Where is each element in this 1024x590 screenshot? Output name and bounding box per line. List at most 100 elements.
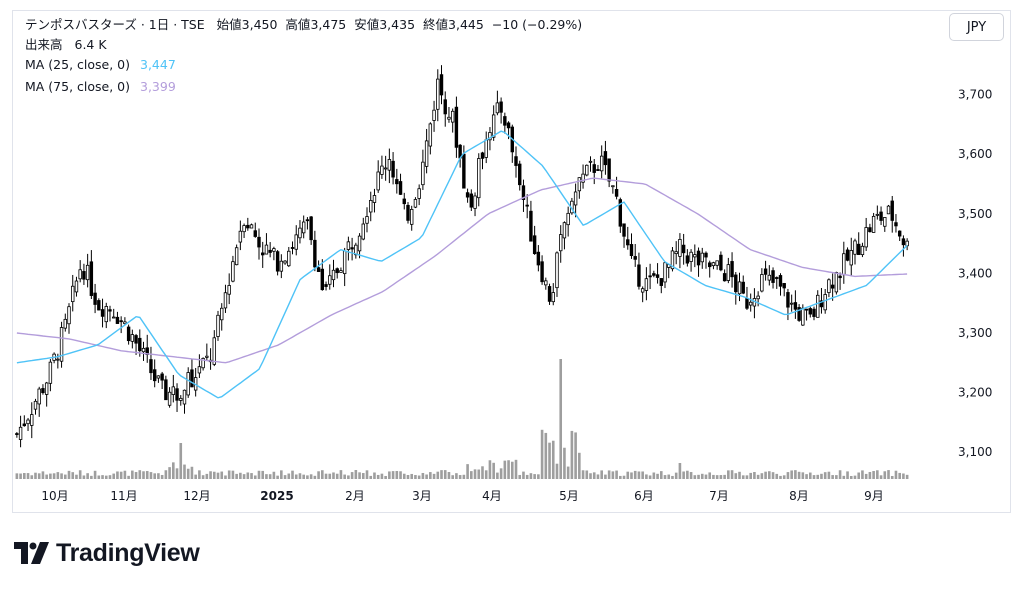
volume-bar	[611, 471, 615, 479]
ma25-line	[16, 130, 908, 399]
volume-bar	[522, 471, 525, 479]
ohlc-legend: テンポスバスターズ · 1日 · TSE 始値3,450 高値3,475 安値3…	[25, 16, 582, 34]
candle-body	[879, 211, 883, 221]
currency-button[interactable]: JPY	[949, 13, 1004, 41]
volume-legend: 出来高 6.4 K	[25, 36, 107, 54]
candle-body	[413, 199, 418, 208]
candle-body	[376, 171, 380, 191]
candle-body	[339, 270, 343, 273]
volume-bar	[138, 470, 142, 479]
tradingview-logo[interactable]: TradingView	[14, 539, 200, 567]
volume-bar	[782, 475, 786, 479]
volume-bar	[287, 473, 291, 479]
candle-body	[298, 227, 302, 239]
volume-bar	[421, 472, 425, 479]
volume-bar	[861, 470, 864, 479]
candle-body	[287, 250, 291, 267]
ma75-value: 3,399	[140, 79, 176, 94]
volume-bar	[492, 462, 495, 479]
volume-bar	[406, 475, 410, 479]
candle-body	[868, 227, 872, 233]
volume-bar	[790, 470, 793, 479]
candle-body	[108, 309, 112, 312]
time-tick-label: 8月	[789, 489, 809, 503]
candle-body	[398, 181, 403, 195]
time-axis[interactable]: 10月 11月 12月 2025 2月 3月 4月 5月 6月 7月 8月 9月	[41, 489, 883, 503]
volume-bar	[127, 475, 130, 479]
volume-bar	[339, 470, 343, 479]
volume-bar	[883, 471, 887, 479]
volume-bar	[116, 471, 119, 479]
symbol-label: テンポスバスターズ · 1日 · TSE	[25, 17, 205, 32]
candle-body	[499, 101, 503, 113]
candle-body	[689, 251, 693, 262]
candle-body	[74, 280, 79, 293]
time-tick-label: 10月	[41, 489, 68, 503]
volume-bar	[414, 475, 417, 479]
volume-bar	[306, 475, 309, 479]
candle-body	[447, 116, 451, 120]
candle-body	[495, 102, 500, 114]
candle-body	[696, 250, 701, 266]
volume-bar	[741, 475, 745, 479]
volume-bar	[566, 466, 570, 479]
volume-bar	[82, 475, 86, 479]
price-tick-label: 3,500	[958, 207, 992, 221]
volume-bar	[160, 474, 164, 479]
chart-frame[interactable]: 3,100 3,200 3,300 3,400 3,500 3,600 3,700 10月 1…	[12, 10, 1011, 513]
ma25-legend[interactable]: MA (25, close, 0) 3,447	[25, 56, 176, 74]
candle-body	[640, 288, 645, 293]
candle-body	[871, 215, 876, 233]
candle-body	[860, 245, 865, 256]
candle-body	[525, 204, 529, 207]
change-value: −10 (−0.29%)	[491, 17, 583, 32]
candle-body	[89, 261, 94, 296]
volume-bar	[499, 468, 503, 479]
open-label: 始値	[216, 17, 242, 32]
candle-body	[875, 213, 880, 216]
candle-body	[406, 204, 410, 221]
volume-label: 出来高	[25, 37, 63, 52]
candle-body	[730, 261, 734, 278]
candle-body	[212, 337, 216, 365]
candle-body	[238, 230, 243, 243]
volume-bar	[537, 474, 540, 479]
volume-bar	[37, 473, 41, 479]
candle-body	[812, 308, 816, 317]
volume-bar	[119, 471, 123, 479]
volume-bar	[686, 470, 689, 479]
volume-bar	[164, 470, 168, 479]
volume-bar	[846, 471, 849, 479]
volume-bar	[56, 472, 60, 479]
volume-bar	[149, 472, 153, 479]
volume-bar	[34, 472, 37, 479]
volume-bar	[607, 470, 611, 479]
candle-body	[272, 248, 276, 252]
price-axis[interactable]: 3,100 3,200 3,300 3,400 3,500 3,600 3,700	[958, 88, 992, 460]
volume-bar	[410, 473, 414, 479]
ma75-legend[interactable]: MA (75, close, 0) 3,399	[25, 78, 176, 96]
candle-body	[428, 123, 433, 147]
candle-body	[611, 185, 615, 188]
volume-bar	[458, 475, 462, 479]
candle-body	[562, 222, 567, 239]
candle-body	[93, 292, 97, 305]
candle-body	[331, 269, 336, 281]
candle-body	[857, 243, 861, 255]
volume-bar	[231, 470, 235, 479]
volume-bar	[596, 474, 600, 479]
candle-body	[141, 347, 146, 353]
volume-bar	[753, 472, 756, 479]
candle-body	[294, 234, 298, 250]
volume-bar	[52, 473, 56, 479]
candle-body	[410, 208, 414, 225]
candle-body	[469, 193, 474, 208]
volume-bar	[473, 469, 477, 479]
volume-bar	[90, 475, 93, 479]
candle-body	[126, 326, 131, 342]
volume-bar	[49, 473, 52, 479]
candle-body	[767, 274, 772, 281]
candle-body	[726, 264, 731, 281]
volume-bar	[678, 463, 682, 479]
